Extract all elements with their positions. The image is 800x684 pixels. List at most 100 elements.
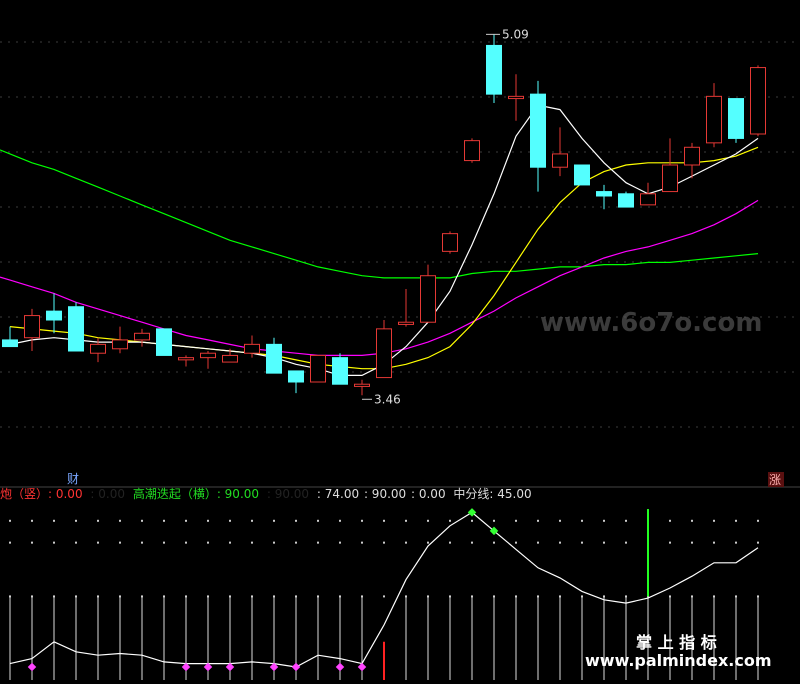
candle: [728, 98, 744, 143]
grid-dot: [31, 541, 33, 544]
grid-dot: [515, 519, 517, 522]
candle: [134, 328, 150, 347]
candle: [178, 355, 194, 367]
legend-v0: : 0.00: [411, 487, 446, 501]
indicator-legend: 炮（竖）: 0.00 : 0.00 高潮迭起（横）: 90.00 : 90.00…: [0, 486, 532, 501]
candle: [310, 354, 326, 383]
candle: [266, 337, 282, 374]
candle: [46, 293, 62, 334]
grid-dot: [141, 519, 143, 522]
candle-body-up: [244, 343, 260, 354]
candle-body-up: [112, 339, 128, 350]
grid-dot: [471, 519, 473, 522]
candle-body-up: [376, 328, 392, 379]
grid-dot: [53, 519, 55, 522]
candle: [552, 127, 568, 177]
indicator-line: [9, 511, 759, 668]
grid-dot: [537, 541, 539, 544]
candle: [398, 289, 414, 327]
candle: [156, 328, 172, 356]
candle: [24, 308, 40, 351]
grid-dot: [713, 519, 715, 522]
candle-body-up: [354, 383, 370, 387]
grid-dot: [559, 519, 561, 522]
grid-dot: [163, 541, 165, 544]
candle: [354, 379, 370, 396]
ma-green-line: [0, 149, 759, 279]
candle: [68, 302, 84, 352]
indicator-panel: [9, 508, 759, 680]
candle-body-down: [332, 357, 348, 385]
grid-dot: [471, 541, 473, 544]
candle-body-up: [24, 315, 40, 339]
grid-dot: [581, 519, 583, 522]
legend-gaochao: 高潮迭起（横）: 90.00: [133, 486, 259, 501]
top-marker: [467, 508, 477, 517]
grid-dot: [185, 541, 187, 544]
candle: [332, 353, 348, 385]
grid-dot: [735, 541, 737, 544]
grid-dot: [427, 541, 429, 544]
candle-body-up: [420, 275, 436, 323]
candle-body-up: [310, 354, 326, 383]
indicator-dot-row: [9, 595, 759, 598]
candle-body-down: [156, 328, 172, 356]
brand-watermark-url: www.palmindex.com: [585, 651, 772, 670]
candle-body-down: [2, 339, 18, 348]
candle: [574, 164, 590, 186]
grid-dot: [141, 541, 143, 544]
grid-dot: [119, 519, 121, 522]
candle: [244, 335, 260, 358]
candle-body-up: [134, 332, 150, 341]
candle-body-up: [662, 164, 678, 193]
candle: [464, 138, 480, 163]
zhang-badge-bg: [768, 472, 784, 487]
grid-dot: [515, 541, 517, 544]
price-panel: [0, 34, 766, 396]
grid-dot: [163, 519, 165, 522]
grid-dot: [185, 519, 187, 522]
grid-dot: [603, 541, 605, 544]
grid-dot: [405, 541, 407, 544]
bottom-marker: [27, 662, 37, 672]
candle-body-down: [596, 191, 612, 197]
candle-body-up: [750, 67, 766, 135]
candle: [90, 337, 106, 363]
grid-dot: [207, 541, 209, 544]
candle-body-down: [68, 306, 84, 352]
high-price-label: 5.09: [502, 27, 529, 41]
cai-badge: 财: [67, 472, 79, 486]
candle: [662, 138, 678, 193]
candle-body-down: [530, 93, 546, 168]
grid-dot: [757, 541, 759, 544]
grid-dot: [559, 541, 561, 544]
legend-gaochao-extra: : 90.00: [267, 487, 309, 501]
candle: [376, 320, 392, 379]
candle-body-down: [574, 164, 590, 186]
grid-dot: [603, 519, 605, 522]
indicator-dot-row: [9, 519, 759, 522]
legend-v74: : 74.00: [317, 487, 359, 501]
grid-dot: [31, 519, 33, 522]
candle: [288, 370, 304, 394]
candle: [508, 74, 524, 121]
grid-dot: [97, 519, 99, 522]
grid-dot: [449, 519, 451, 522]
legend-v90: : 90.00: [364, 487, 406, 501]
candle-body-up: [640, 193, 656, 206]
grid-dot: [339, 519, 341, 522]
grid-dot: [427, 519, 429, 522]
grid-dot: [537, 519, 539, 522]
grid-dot: [53, 541, 55, 544]
candle-body-up: [706, 95, 722, 144]
low-annotation: 3.46: [362, 392, 401, 406]
candle-body-up: [552, 153, 568, 168]
grid-dot: [493, 519, 495, 522]
high-annotation: 5.09: [486, 27, 529, 41]
ma-magenta-line: [0, 199, 759, 356]
grid-dot: [251, 541, 253, 544]
low-price-label: 3.46: [374, 392, 401, 406]
grid-dot: [207, 519, 209, 522]
grid-dot: [119, 541, 121, 544]
